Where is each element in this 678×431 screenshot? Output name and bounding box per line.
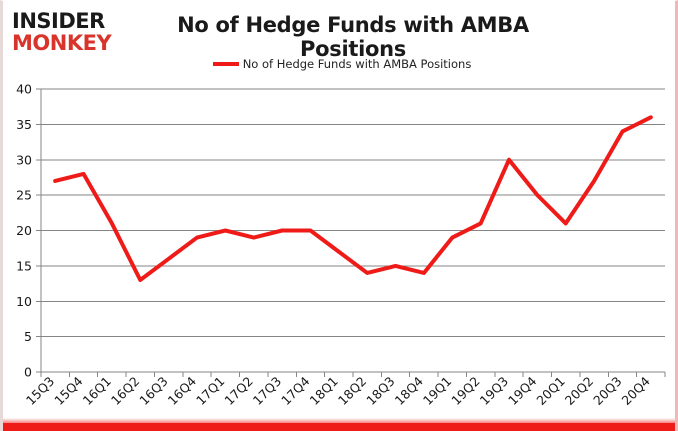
chart-svg: 0 5 10 15 20 25 30 35 40 15Q315Q416Q116Q216Q316Q… (16, 82, 666, 408)
x-axis-tick-label: 20Q2 (562, 374, 596, 408)
y-axis-tick-label: 10 (16, 294, 32, 309)
x-axis-tick-label: 16Q1 (80, 374, 114, 408)
y-axis-tick-label: 5 (24, 329, 32, 344)
x-axis-tick-label: 15Q4 (51, 373, 85, 407)
x-axis-tick-label: 16Q4 (165, 373, 199, 407)
axes-group (40, 89, 665, 373)
x-axis-tick-label: 18Q4 (392, 373, 426, 407)
y-axis-tick-label: 15 (16, 258, 32, 273)
logo-text-monkey: MONKEY (12, 31, 112, 55)
y-axis-tick-label: 40 (16, 82, 32, 97)
x-axis-tick-label: 20Q1 (533, 374, 567, 408)
x-axis-tick-label: 20Q3 (590, 374, 624, 408)
legend-color-swatch (212, 62, 239, 66)
data-series-line (53, 115, 653, 283)
x-axis-tick-label: 17Q3 (250, 374, 284, 408)
x-axis-tick-label: 17Q4 (278, 373, 312, 407)
insider-monkey-logo: INSIDER MONKEY (12, 10, 127, 56)
x-axis-tick-label: 19Q1 (420, 374, 454, 408)
gridlines-group (41, 88, 665, 373)
x-axis-tick-label: 17Q2 (221, 374, 255, 408)
x-axis-tick-label: 16Q3 (136, 374, 170, 408)
y-axis-tick-label: 0 (24, 365, 32, 380)
x-axis-ticks-group (40, 372, 666, 377)
x-axis-tick-label: 16Q2 (108, 374, 142, 408)
y-axis-ticks-group: 0 5 10 15 20 25 30 35 40 (16, 82, 41, 380)
y-axis-tick-label: 20 (16, 223, 32, 238)
x-axis-tick-label: 20Q4 (619, 373, 653, 407)
chart-title: No of Hedge Funds with AMBA Positions (177, 13, 529, 61)
legend-item-label: No of Hedge Funds with AMBA Positions (242, 57, 472, 71)
chart-legend: No of Hedge Funds with AMBA Positions (3, 57, 675, 71)
x-axis-tick-label: 18Q1 (307, 374, 341, 408)
bottom-accent-bar (3, 423, 675, 431)
x-axis-tick-label: 18Q2 (335, 374, 369, 408)
bottom-bar-glow (3, 418, 675, 423)
x-axis-tick-label: 19Q2 (448, 374, 482, 408)
y-axis-tick-label: 35 (16, 117, 32, 132)
x-axis-tick-label: 19Q4 (505, 373, 539, 407)
x-axis-labels-group: 15Q315Q416Q116Q216Q316Q417Q117Q217Q317Q4… (23, 373, 653, 407)
x-axis-tick-label: 17Q1 (193, 374, 227, 408)
plot-area: 0 5 10 15 20 25 30 35 40 15Q3 15Q4 16Q1 16Q2 16Q3 16Q… (3, 1, 675, 431)
x-axis-tick-label: 19Q3 (477, 374, 511, 408)
data-series-group (53, 115, 653, 283)
y-axis-tick-label: 25 (16, 188, 32, 203)
y-axis-tick-label: 30 (16, 152, 32, 167)
logo-text-insider: INSIDER (12, 9, 105, 33)
x-axis-tick-label: 18Q3 (363, 374, 397, 408)
